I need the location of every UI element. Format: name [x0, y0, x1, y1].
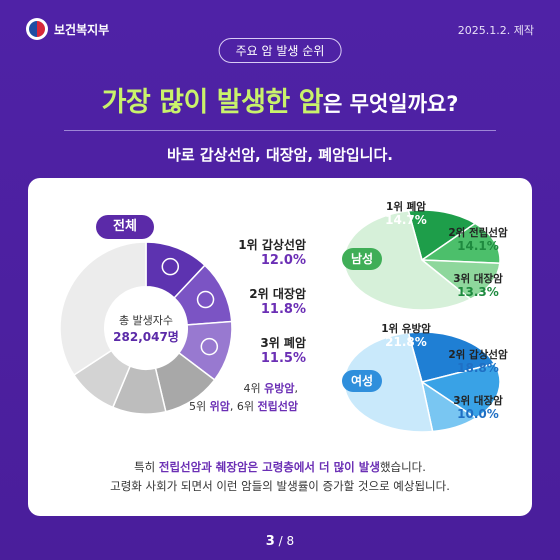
ministry-logo: 보건복지부	[26, 18, 109, 40]
total-rank-3: 3위 폐암 11.5%	[260, 334, 306, 366]
topic-pill: 주요 암 발생 순위	[218, 38, 342, 63]
pie-slice	[419, 259, 501, 301]
ministry-name: 보건복지부	[54, 22, 110, 37]
pie-title: 남성	[351, 251, 373, 266]
pie-rank-label: 1위 폐암	[386, 200, 426, 213]
total-title-badge: 전체	[96, 215, 154, 239]
footnote-text: 했습니다.	[379, 460, 426, 474]
rank-label: 3위 폐암	[260, 336, 306, 350]
rank-5-name: 위암	[209, 400, 230, 413]
total-rank-1: 1위 갑상선암 12.0%	[238, 236, 306, 268]
headline-rest: 은 무엇일까요?	[323, 92, 459, 116]
rank-6-name: 전립선암	[257, 400, 298, 413]
pie-title-badge	[342, 370, 382, 392]
footnote: 특히 전립선암과 췌장암은 고령층에서 더 많이 발생했습니다. 고령화 사회가…	[0, 458, 560, 496]
pie-slice	[59, 241, 147, 377]
pie-rank-label: 1위 유방암	[381, 322, 431, 335]
rank-4-prefix: 4위	[243, 382, 265, 395]
footnote-line-2: 고령화 사회가 되면서 이런 암들의 발생률이 증가할 것으로 예상됩니다.	[110, 479, 450, 493]
divider	[64, 130, 496, 131]
pie-rank-label: 3위 대장암	[453, 272, 503, 285]
pie-title-badge	[342, 248, 382, 270]
pagination: 3 / 8	[0, 534, 560, 549]
rank-label: 2위 대장암	[249, 287, 306, 301]
rank-label: 1위 갑상선암	[238, 238, 306, 252]
rank-4-suffix: ,	[294, 382, 299, 395]
pie-slice	[407, 209, 477, 262]
created-date: 2025.1.2. 제작	[457, 24, 534, 37]
page-current: 3	[265, 534, 275, 549]
total-rank-others: 4위 유방암, 5위 위암, 6위 전립선암	[189, 380, 298, 416]
pie-rank-label: 3위 대장암	[453, 394, 503, 407]
thyroid-icon	[161, 257, 180, 276]
pie-rank-value: 14.7%	[385, 213, 427, 227]
footnote-text: 특히	[134, 460, 159, 474]
center-value: 282,047명	[113, 330, 179, 344]
pie-slice	[407, 331, 496, 383]
subheadline: 바로 갑상선암, 대장암, 폐암입니다.	[167, 146, 393, 164]
page-separator: /	[278, 534, 283, 548]
rank-value: 12.0%	[260, 253, 306, 268]
rank-6-prefix: , 6위	[229, 400, 258, 413]
page-total: 8	[286, 534, 295, 548]
headline-highlight: 가장 많이 발생한 암	[101, 87, 324, 118]
pie-slice	[419, 222, 501, 264]
rank-value: 11.8%	[260, 302, 306, 317]
pie-slice	[343, 331, 434, 433]
pie-title: 여성	[351, 373, 373, 388]
pie-slice	[420, 362, 501, 419]
total-donut-chart: 총 발생자수 282,047명	[59, 241, 233, 415]
pie-rank-value: 21.8%	[385, 335, 427, 349]
rank-4-name: 유방암	[264, 382, 295, 395]
pie-rank-value: 10.0%	[457, 407, 499, 421]
rank-value: 11.5%	[260, 351, 306, 366]
colon-icon	[196, 290, 215, 309]
footnote-emphasis: 전립선암과 췌장암은 고령층에서 더 많이 발생	[158, 460, 380, 474]
pie-rank-value: 18.8%	[457, 361, 499, 375]
pie-rank-label: 2위 전립선암	[448, 226, 508, 239]
pie-slice	[343, 209, 472, 311]
total-rank-2: 2위 대장암 11.8%	[249, 285, 306, 317]
headline: 가장 많이 발생한 암은 무엇일까요?	[0, 80, 560, 119]
pie-rank-value: 13.3%	[457, 285, 499, 299]
rank-5-prefix: 5위	[189, 400, 210, 413]
pie-rank-value: 14.1%	[457, 239, 499, 253]
donut-hole	[105, 287, 187, 369]
center-label: 총 발생자수	[119, 314, 173, 327]
pie-rank-label: 2위 갑상선암	[448, 348, 508, 361]
taegeuk-icon	[26, 18, 48, 40]
lung-icon	[200, 337, 219, 356]
